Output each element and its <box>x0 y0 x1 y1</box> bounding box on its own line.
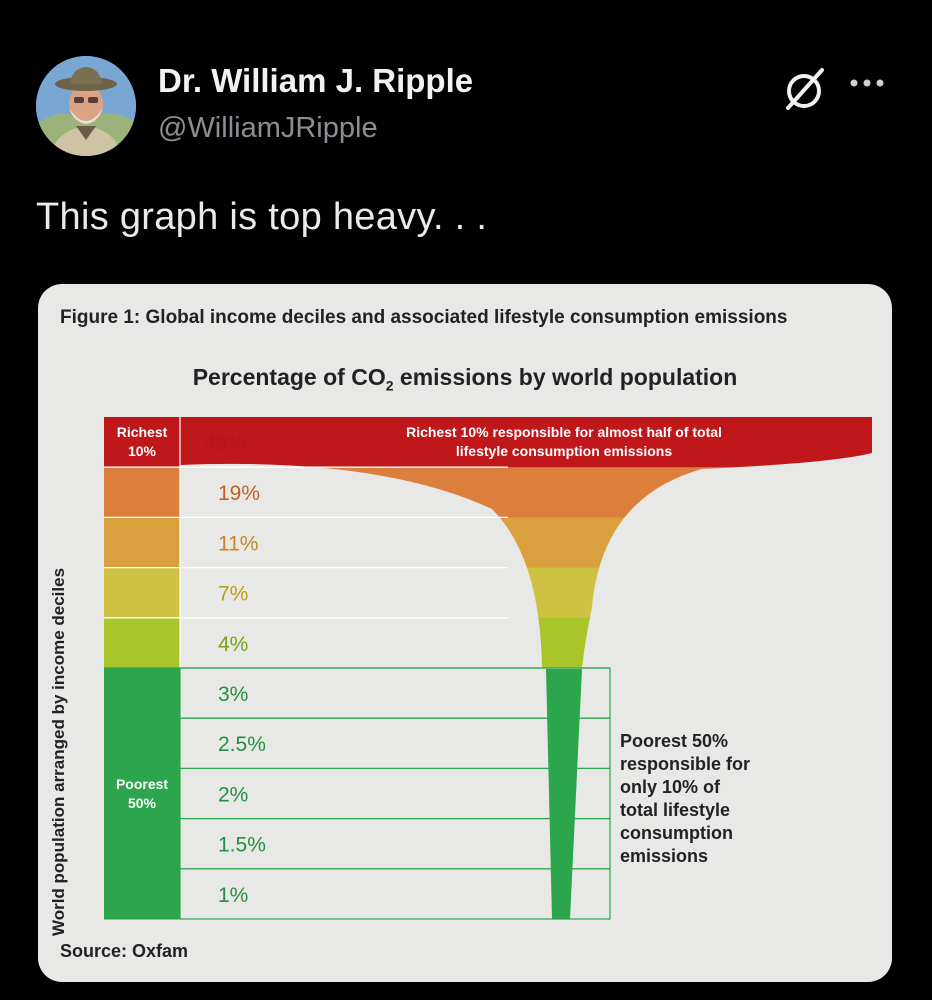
richest-annotation-1: Richest 10% responsible for almost half … <box>406 424 722 440</box>
value-label-5: 4% <box>218 633 248 656</box>
richest-annotation-2: lifestyle consumption emissions <box>456 443 672 459</box>
author-name[interactable]: Dr. William J. Ripple <box>158 62 474 99</box>
poorest-annotation-3: only 10% of <box>620 777 721 797</box>
funnel-right-background <box>570 453 872 919</box>
author-handle[interactable]: @WilliamJRipple <box>158 112 378 144</box>
poorest-annotation-4: total lifestyle <box>620 800 730 820</box>
figure-source: Source: Oxfam <box>60 941 189 961</box>
value-label-6: 3% <box>218 683 248 706</box>
poorest-annotation-2: responsible for <box>620 754 750 774</box>
value-label-2: 19% <box>218 482 260 505</box>
value-label-8: 2% <box>218 783 248 806</box>
figure-caption: Figure 1: Global income deciles and asso… <box>60 307 788 328</box>
poorest-group-label-1: Poorest <box>116 776 168 792</box>
grok-icon[interactable] <box>780 64 830 114</box>
value-label-1: 49% <box>204 432 246 455</box>
profile-photo <box>36 56 136 156</box>
value-label-10: 1% <box>218 884 248 907</box>
figure-card[interactable]: Figure 1: Global income deciles and asso… <box>38 284 892 982</box>
funnel-left-background <box>180 463 552 919</box>
value-label-7: 2.5% <box>218 733 266 756</box>
poorest-annotation-1: Poorest 50% <box>620 731 728 751</box>
chart-title: Percentage of CO2 emissions by world pop… <box>192 364 738 394</box>
richest-group-label-2: 10% <box>128 443 157 459</box>
value-label-9: 1.5% <box>218 834 266 857</box>
poorest-group-label-2: 50% <box>128 795 157 811</box>
emissions-chart: 49% 19% 11% 7% 4% 3% 2.5% 2% 1.5% 1% Richest 10% Poo… <box>104 417 872 920</box>
band-1 <box>104 417 872 468</box>
poorest-annotation-6: emissions <box>620 846 708 866</box>
tweet-text: This graph is top heavy. . . <box>36 196 488 238</box>
poorest-group-fill <box>104 668 180 919</box>
value-label-3: 11% <box>218 532 258 555</box>
avatar[interactable] <box>36 56 136 156</box>
more-icon[interactable] <box>846 66 890 100</box>
poorest-annotation-5: consumption <box>620 823 733 843</box>
value-label-4: 7% <box>218 583 248 606</box>
richest-group-label-1: Richest <box>117 424 168 440</box>
funnel-stem <box>546 669 582 919</box>
